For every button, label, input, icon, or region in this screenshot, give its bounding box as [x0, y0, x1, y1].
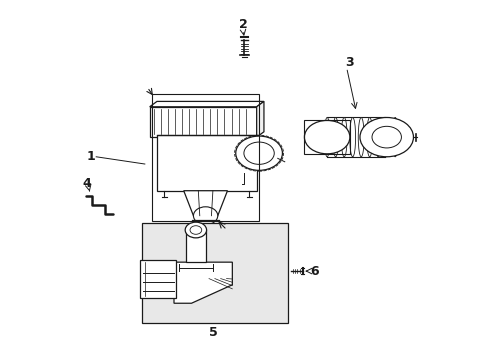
- Ellipse shape: [341, 117, 346, 157]
- Polygon shape: [183, 191, 227, 216]
- Bar: [140, 260, 176, 298]
- Ellipse shape: [366, 117, 372, 157]
- Bar: [304, 121, 349, 154]
- Ellipse shape: [358, 117, 364, 157]
- Bar: [142, 223, 287, 323]
- Text: 2: 2: [238, 18, 247, 31]
- Circle shape: [235, 136, 282, 170]
- Polygon shape: [174, 262, 232, 303]
- Text: 5: 5: [208, 326, 217, 339]
- Text: 1: 1: [87, 150, 96, 163]
- Circle shape: [190, 226, 201, 234]
- Text: 6: 6: [310, 265, 319, 278]
- Ellipse shape: [391, 117, 397, 157]
- Text: 4: 4: [82, 177, 91, 190]
- Circle shape: [304, 121, 349, 154]
- Bar: [157, 135, 256, 191]
- Circle shape: [359, 117, 413, 157]
- Circle shape: [193, 207, 217, 225]
- Circle shape: [185, 222, 206, 238]
- Bar: [149, 107, 256, 137]
- Polygon shape: [256, 102, 264, 137]
- Circle shape: [244, 142, 274, 165]
- Circle shape: [371, 126, 401, 148]
- Ellipse shape: [349, 117, 355, 157]
- Bar: [152, 94, 259, 221]
- Ellipse shape: [383, 117, 389, 157]
- Text: 3: 3: [344, 55, 353, 69]
- Ellipse shape: [332, 117, 338, 157]
- Ellipse shape: [324, 117, 329, 157]
- Ellipse shape: [374, 117, 380, 157]
- Bar: [186, 230, 205, 262]
- Polygon shape: [149, 102, 264, 107]
